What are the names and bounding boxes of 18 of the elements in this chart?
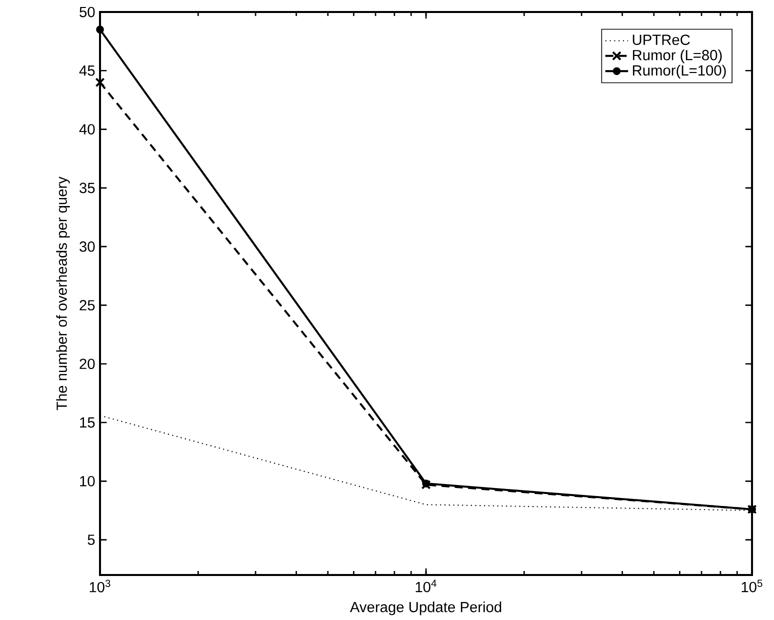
x-axis-title: Average Update Period xyxy=(350,602,502,616)
legend-label: UPTReC xyxy=(632,34,690,46)
y-tick-label: 50 xyxy=(80,7,95,18)
y-tick-label: 10 xyxy=(80,476,95,487)
x-tick-label: 10$^{4}$ xyxy=(416,580,436,592)
legend-label: Rumor (L=80) xyxy=(632,50,722,64)
y-tick-label: 25 xyxy=(80,300,95,311)
y-tick-label: 40 xyxy=(79,124,95,135)
x-tick-label: 10$^{5}$ xyxy=(742,580,762,592)
y-tick-label: 5 xyxy=(88,534,95,546)
x-tick-label: 10$^{3}$ xyxy=(90,580,110,593)
y-tick-label: 20 xyxy=(80,358,95,370)
y-tick-label: 30 xyxy=(80,242,95,252)
y-tick-label: 35 xyxy=(80,182,95,194)
y-tick-label: 15 xyxy=(80,418,95,428)
y-tick-label: 45 xyxy=(79,66,95,76)
y-axis-title: The number of overheads per query xyxy=(56,176,70,410)
legend-label: Rumor(L=100) xyxy=(632,65,726,79)
